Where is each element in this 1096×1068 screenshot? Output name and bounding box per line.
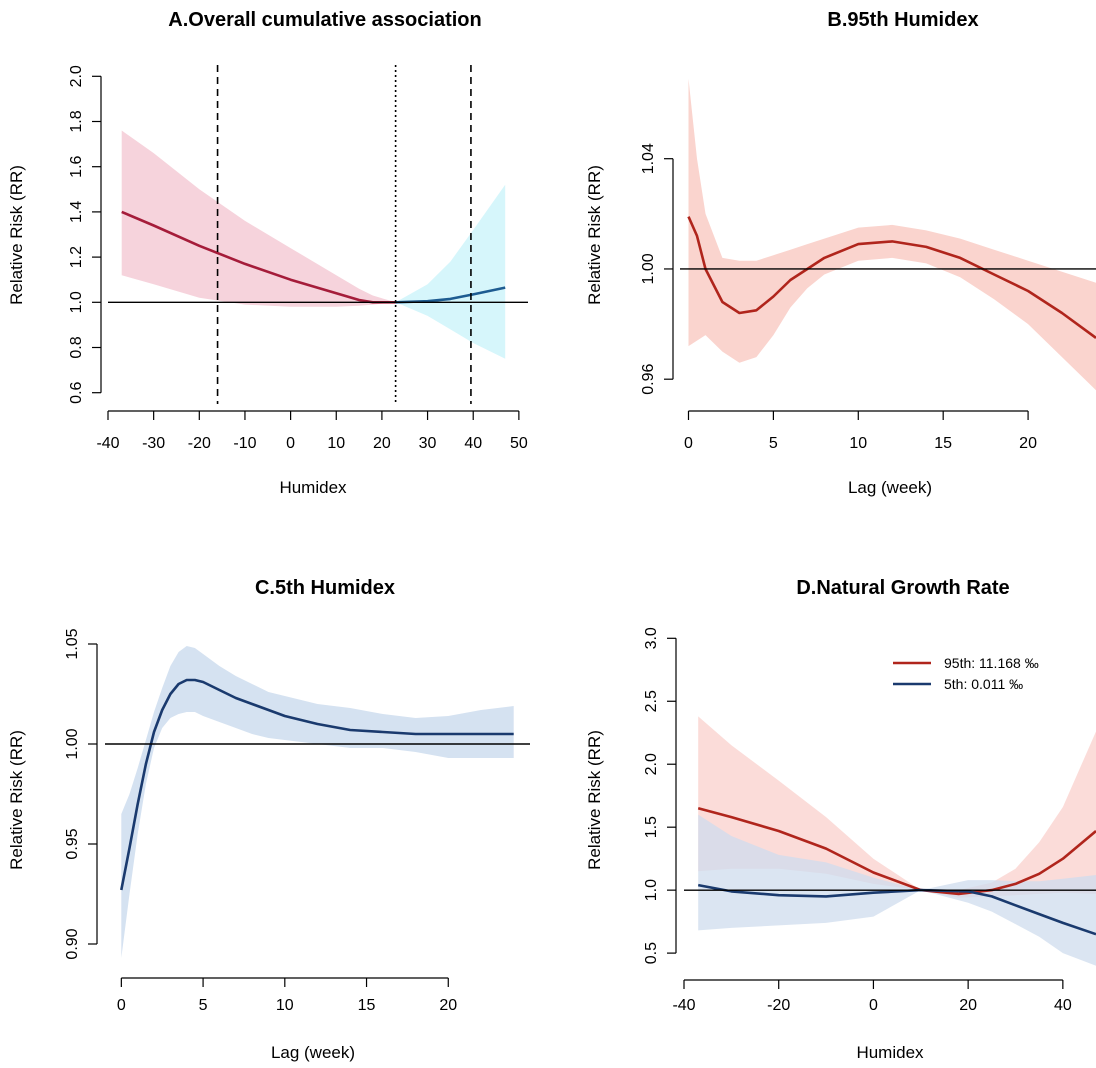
y-tick-label: 1.0 bbox=[68, 291, 85, 313]
y-tick-label: 0.5 bbox=[643, 942, 660, 964]
y-tick-label: 0.8 bbox=[68, 336, 85, 358]
plot-area bbox=[121, 646, 513, 958]
panel-d: D.Natural Growth Rate -40 -20 0 20 40 0.5 1.0 1.… bbox=[585, 577, 1096, 1062]
confidence-band-0 bbox=[121, 646, 513, 958]
legend: 95th: 11.168 ‰ 5th: 0.011 ‰ bbox=[893, 655, 1039, 692]
confidence-band-0 bbox=[122, 131, 396, 307]
x-tick-label: -40 bbox=[96, 435, 119, 452]
x-tick-label: -30 bbox=[142, 435, 165, 452]
x-tick-label: -20 bbox=[188, 435, 211, 452]
y-tick-label: 0.96 bbox=[640, 364, 657, 395]
y-axis-label: Relative Risk (RR) bbox=[585, 165, 604, 305]
plot-area bbox=[122, 131, 506, 359]
panel-title: A.Overall cumulative association bbox=[168, 9, 481, 31]
plot-area bbox=[689, 79, 1096, 390]
confidence-band-1 bbox=[396, 185, 506, 359]
y-tick-label: 1.00 bbox=[64, 728, 81, 759]
panel-b: B.95th Humidex 0 5 10 15 20 0.96 1.00 1.04 Lag (w… bbox=[585, 9, 1096, 497]
x-tick-label: 30 bbox=[419, 435, 437, 452]
x-tick-label: 10 bbox=[849, 435, 867, 452]
y-tick-label: 0.6 bbox=[68, 381, 85, 403]
x-axis-label: Lag (week) bbox=[848, 478, 932, 497]
panel-title: B.95th Humidex bbox=[827, 9, 978, 31]
y-tick-label: 1.04 bbox=[640, 143, 657, 174]
panel-c: C.5th Humidex 0 5 10 15 20 0.90 0.95 1.00 1.05 Lag… bbox=[7, 577, 530, 1062]
y-tick-label: 2.0 bbox=[643, 753, 660, 775]
panel-title: C.5th Humidex bbox=[255, 577, 395, 599]
y-tick-label: 2.5 bbox=[643, 690, 660, 712]
x-tick-label: 0 bbox=[684, 435, 693, 452]
x-tick-label: 0 bbox=[869, 997, 878, 1014]
x-axis-label: Humidex bbox=[279, 478, 347, 497]
x-tick-label: 5 bbox=[199, 997, 208, 1014]
y-tick-label: 1.2 bbox=[68, 246, 85, 268]
x-tick-label: -20 bbox=[767, 997, 790, 1014]
y-tick-label: 1.05 bbox=[64, 628, 81, 659]
x-tick-label: 0 bbox=[286, 435, 295, 452]
y-tick-label: 1.4 bbox=[68, 201, 85, 223]
x-axis-label: Lag (week) bbox=[271, 1043, 355, 1062]
y-axis-label: Relative Risk (RR) bbox=[7, 165, 26, 305]
legend-label: 95th: 11.168 ‰ bbox=[944, 655, 1039, 671]
x-axis-label: Humidex bbox=[856, 1043, 924, 1062]
x-tick-label: 20 bbox=[373, 435, 391, 452]
legend-label: 5th: 0.011 ‰ bbox=[944, 676, 1023, 692]
x-tick-label: 15 bbox=[934, 435, 952, 452]
y-tick-label: 1.6 bbox=[68, 155, 85, 177]
x-tick-label: 50 bbox=[510, 435, 528, 452]
x-tick-label: 15 bbox=[358, 997, 376, 1014]
y-axis-label: Relative Risk (RR) bbox=[7, 730, 26, 870]
panel-a: A.Overall cumulative association -40 -30 -2… bbox=[7, 9, 528, 497]
x-tick-label: 40 bbox=[464, 435, 482, 452]
x-tick-label: 20 bbox=[1019, 435, 1037, 452]
y-tick-label: 2.0 bbox=[68, 65, 85, 87]
confidence-band-0 bbox=[689, 79, 1096, 390]
x-tick-label: -40 bbox=[672, 997, 695, 1014]
y-tick-label: 3.0 bbox=[643, 627, 660, 649]
y-tick-label: 0.95 bbox=[64, 828, 81, 859]
y-tick-label: 1.0 bbox=[643, 879, 660, 901]
panel-title: D.Natural Growth Rate bbox=[796, 577, 1009, 599]
plot-area bbox=[698, 716, 1096, 965]
y-tick-label: 1.00 bbox=[640, 253, 657, 284]
x-tick-label: 10 bbox=[327, 435, 345, 452]
x-tick-label: 5 bbox=[769, 435, 778, 452]
y-axis-label: Relative Risk (RR) bbox=[585, 730, 604, 870]
x-tick-label: 20 bbox=[439, 997, 457, 1014]
x-tick-label: 20 bbox=[959, 997, 977, 1014]
x-tick-label: -10 bbox=[233, 435, 256, 452]
x-tick-label: 10 bbox=[276, 997, 294, 1014]
y-tick-label: 1.8 bbox=[68, 110, 85, 132]
x-tick-label: 0 bbox=[117, 997, 126, 1014]
y-tick-label: 0.90 bbox=[64, 928, 81, 959]
x-tick-label: 40 bbox=[1054, 997, 1072, 1014]
y-tick-label: 1.5 bbox=[643, 816, 660, 838]
